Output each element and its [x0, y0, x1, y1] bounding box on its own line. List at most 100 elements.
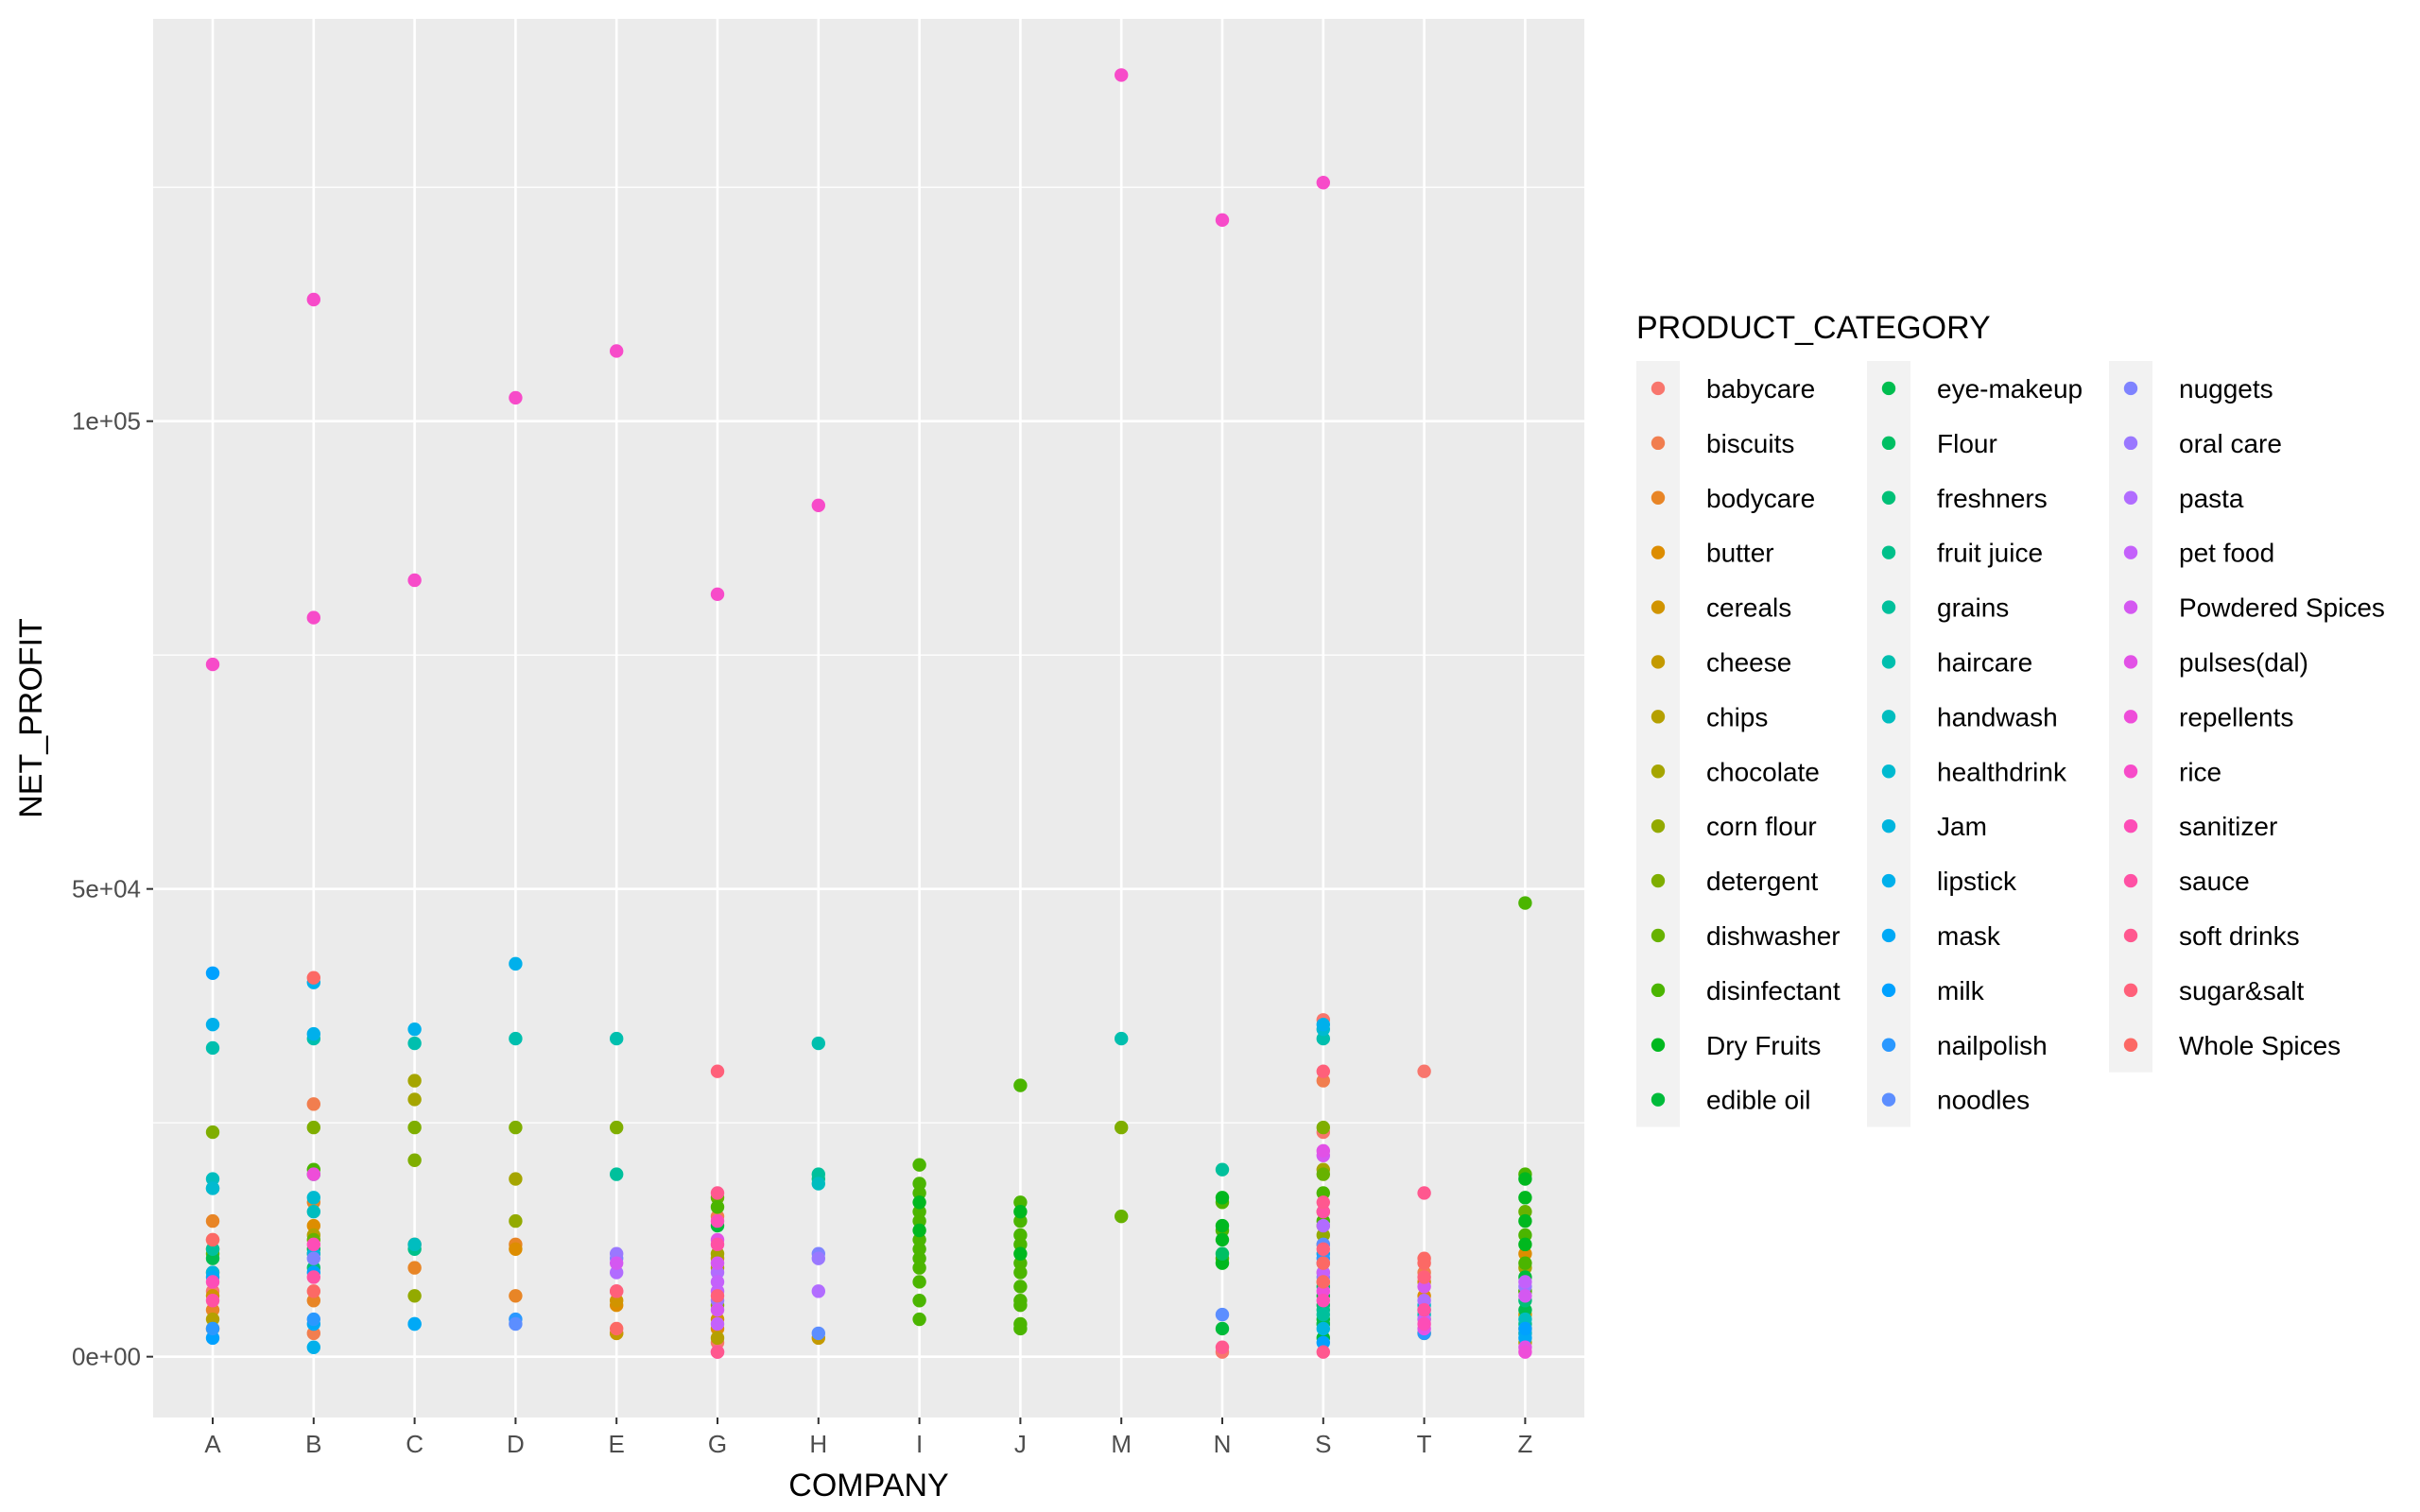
data-point — [912, 1186, 926, 1200]
data-point — [710, 1289, 725, 1303]
data-point — [407, 1261, 422, 1275]
legend-label: milk — [1937, 976, 1985, 1005]
data-point — [1316, 1018, 1331, 1032]
data-point — [1013, 1205, 1028, 1219]
legend-label: healthdrink — [1937, 757, 2067, 786]
data-point — [509, 1031, 523, 1046]
legend-label: dishwasher — [1706, 921, 1841, 951]
legend-label: sanitizer — [2179, 812, 2277, 841]
x-tick-label: S — [1315, 1430, 1331, 1458]
legend-label: babycare — [1706, 374, 1815, 404]
data-point — [912, 1205, 926, 1219]
legend-label: Powdered Spices — [2179, 593, 2385, 623]
data-point — [912, 1232, 926, 1247]
data-point — [1215, 213, 1230, 228]
data-point — [912, 1158, 926, 1172]
data-point — [205, 966, 220, 980]
data-point — [1013, 1280, 1028, 1294]
legend-key — [1881, 436, 1896, 451]
legend-key — [1881, 1038, 1896, 1052]
legend-label: detergent — [1706, 867, 1819, 896]
data-point — [1215, 1191, 1230, 1205]
data-point — [1518, 1237, 1532, 1252]
data-point — [205, 1232, 220, 1247]
legend-label: grains — [1937, 593, 2009, 623]
legend-label: biscuits — [1706, 429, 1794, 458]
legend-label: corn flour — [1706, 812, 1817, 841]
data-point — [1215, 1162, 1230, 1177]
data-point — [710, 1316, 725, 1332]
data-point — [306, 1312, 320, 1327]
data-point — [811, 1284, 825, 1298]
x-tick-label: T — [1417, 1430, 1432, 1458]
data-point — [1518, 1213, 1532, 1228]
plot-panel — [153, 19, 1584, 1418]
data-point — [306, 1097, 320, 1111]
data-point — [1215, 1218, 1230, 1233]
data-point — [1115, 1031, 1129, 1046]
legend-key — [1881, 928, 1896, 943]
legend-key — [2123, 983, 2138, 998]
x-axis-title: COMPANY — [788, 1468, 948, 1503]
data-point — [1013, 1294, 1028, 1308]
data-point — [205, 1213, 220, 1228]
data-point — [710, 1186, 725, 1200]
legend-label: rice — [2179, 757, 2221, 786]
data-point — [205, 1302, 220, 1317]
legend-key — [2123, 600, 2138, 614]
legend-key — [1651, 381, 1666, 396]
data-point — [306, 1167, 320, 1181]
data-point — [1013, 1228, 1028, 1243]
data-point — [1215, 1340, 1230, 1354]
x-tick-label: D — [507, 1430, 525, 1458]
data-point — [1518, 1321, 1532, 1336]
legend-key — [2123, 710, 2138, 724]
data-point — [1316, 1307, 1331, 1322]
data-point — [306, 1237, 320, 1252]
data-point — [1518, 1205, 1532, 1219]
legend-label: Jam — [1937, 812, 1987, 841]
data-point — [610, 1284, 624, 1298]
legend-key — [1651, 1038, 1666, 1052]
data-point — [811, 1177, 825, 1191]
data-point — [407, 1289, 422, 1303]
data-point — [912, 1242, 926, 1257]
data-point — [205, 1294, 220, 1308]
legend-key — [1651, 765, 1666, 779]
legend-key — [2123, 436, 2138, 451]
data-point — [1316, 1284, 1331, 1298]
data-point — [610, 1031, 624, 1046]
data-point — [610, 1294, 624, 1308]
data-point — [205, 657, 220, 672]
data-point — [710, 1064, 725, 1078]
data-point — [509, 956, 523, 971]
data-point — [710, 1331, 725, 1346]
data-point — [1215, 1256, 1230, 1270]
legend-key — [1651, 655, 1666, 669]
legend-key — [1651, 436, 1666, 451]
data-point — [1215, 1321, 1230, 1336]
data-point — [205, 1040, 220, 1056]
data-point — [1316, 1275, 1331, 1289]
data-point — [1316, 1335, 1331, 1350]
data-point — [407, 1316, 422, 1332]
data-point — [1215, 1232, 1230, 1247]
legend-key — [1651, 600, 1666, 614]
data-point — [1013, 1078, 1028, 1092]
data-point — [1013, 1316, 1028, 1332]
legend-label: sauce — [2179, 867, 2250, 896]
data-point — [1316, 1294, 1331, 1308]
legend-key — [2123, 655, 2138, 669]
data-point — [306, 610, 320, 625]
data-point — [811, 1251, 825, 1265]
x-tick-label: H — [809, 1430, 827, 1458]
legend-label: Whole Spices — [2179, 1031, 2341, 1060]
data-point — [610, 1265, 624, 1280]
legend-label: nuggets — [2179, 374, 2273, 404]
data-point — [1316, 1120, 1331, 1135]
data-point — [1518, 1228, 1532, 1243]
data-point — [1316, 1242, 1331, 1257]
legend-label: pulses(dal) — [2179, 647, 2308, 677]
legend-label: soft drinks — [2179, 921, 2300, 951]
data-point — [912, 1223, 926, 1238]
